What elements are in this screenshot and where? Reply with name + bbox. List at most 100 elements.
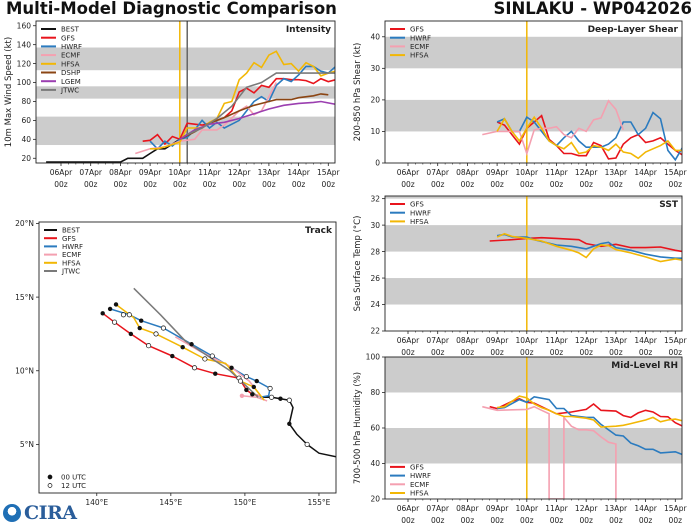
legend-label: HWRF [410, 34, 431, 42]
x-tick-label: 06Apr [50, 168, 73, 177]
y-tick-label: 100 [17, 78, 32, 87]
legend-label: HWRF [410, 472, 431, 480]
cira-logo: CIRA [3, 502, 77, 524]
panel-title: Track [305, 226, 333, 236]
x-tick-label: 12Apr [575, 168, 598, 177]
x-tick-label: 155°E [308, 498, 331, 507]
marker-00utc [239, 393, 245, 398]
series-gfs [142, 77, 335, 146]
marker-12utc [126, 312, 132, 318]
x-tick-label: 145°E [159, 498, 182, 507]
x-tick-label: 00z [54, 180, 68, 189]
series-jtwc [186, 72, 335, 136]
legend-label: ECMF [410, 481, 429, 489]
x-tick-label: 00z [322, 180, 336, 189]
marker-00utc [244, 387, 249, 393]
y-tick-label: 80 [370, 388, 380, 397]
x-tick-label: 00z [609, 180, 623, 189]
x-tick-label: 13Apr [605, 504, 628, 513]
plot-frame [384, 195, 683, 332]
x-tick-label: 00z [490, 516, 504, 525]
x-tick-label: 00z [203, 180, 217, 189]
x-tick-label: 00z [461, 348, 475, 357]
legend-label: HFSA [62, 259, 81, 267]
y-axis-label: 200-850 hPa Shear (kt) [353, 43, 363, 142]
x-tick-label: 00z [550, 180, 564, 189]
marker-12utc [146, 343, 152, 349]
y-tick-label: 40 [21, 135, 31, 144]
series-ecmf [482, 99, 625, 157]
shaded-band [385, 278, 682, 305]
x-tick-label: 00z [401, 180, 415, 189]
shaded-band [385, 428, 682, 464]
x-tick-label: 00z [579, 516, 593, 525]
x-tick-label: 00z [579, 180, 593, 189]
shear-chart: 06Apr 00z 07Apr 00z 08Apr 00z 09Apr 00z 10Apr 00z… [353, 20, 687, 189]
y-tick-label: 20°N [15, 219, 34, 228]
x-tick-label: 00z [401, 348, 415, 357]
x-tick-label: 10Apr [169, 168, 192, 177]
x-tick-label: 11Apr [545, 336, 568, 345]
marker-12utc [160, 325, 166, 331]
x-tick-label: 12Apr [575, 336, 598, 345]
plot-frame [384, 20, 683, 164]
x-tick-label: 09Apr [486, 168, 509, 177]
y-tick-label: 10 [370, 127, 380, 136]
marker-legend-label: 12 UTC [61, 482, 86, 490]
y-tick-label: 24 [370, 300, 380, 309]
y-tick-label: 40 [370, 32, 380, 41]
x-tick-label: 07Apr [426, 168, 449, 177]
marker-12utc [304, 441, 310, 447]
x-tick-label: 00z [431, 180, 445, 189]
marker-00utc [137, 325, 142, 331]
legend-label: ECMF [410, 43, 429, 51]
x-tick-label: 00z [262, 180, 276, 189]
x-tick-label: 15Apr [664, 504, 687, 513]
x-tick-label: 00z [143, 180, 157, 189]
x-tick-label: 00z [550, 348, 564, 357]
y-tick-label: 120 [17, 59, 32, 68]
x-tick-label: 00z [292, 180, 306, 189]
x-tick-label: 00z [490, 348, 504, 357]
x-tick-label: 00z [520, 180, 534, 189]
x-tick-label: 00z [669, 516, 683, 525]
track-hfsa [115, 303, 265, 401]
marker-00utc [189, 342, 194, 347]
y-tick-label: 40 [370, 459, 380, 468]
series-hfsa [496, 232, 682, 263]
legend-label: HFSA [410, 218, 429, 226]
series-ecmf [482, 405, 617, 499]
y-tick-label: 20 [370, 495, 380, 504]
legend-label: HFSA [61, 60, 80, 68]
y-tick-label: 80 [21, 97, 31, 106]
x-tick-label: 06Apr [397, 168, 420, 177]
shaded-band [385, 36, 682, 69]
legend-label: GFS [410, 26, 424, 34]
track-ecmf [174, 336, 268, 402]
marker-00utc [213, 371, 218, 376]
marker-legend-label: 00 UTC [61, 474, 86, 482]
x-tick-label: 11Apr [545, 504, 568, 513]
series-hfsa [497, 395, 682, 428]
x-tick-label: 00z [579, 348, 593, 357]
track-gfs [102, 312, 260, 397]
x-tick-label: 00z [232, 180, 246, 189]
x-tick-label: 09Apr [139, 168, 162, 177]
y-tick-label: 160 [17, 21, 32, 30]
track-chart: 140°E 145°E 150°E 155°E 5°N 10°N 15°N 20°N BESTG… [15, 219, 337, 507]
marker-12utc [153, 331, 159, 337]
marker-00utc [139, 318, 144, 323]
y-tick-label: 28 [370, 247, 380, 256]
sst-chart: 06Apr 00z 07Apr 00z 08Apr 00z 09Apr 00z 10Apr 00z… [353, 194, 687, 357]
marker-12utc [209, 353, 215, 359]
x-tick-label: 00z [639, 516, 653, 525]
x-tick-label: 09Apr [486, 504, 509, 513]
y-tick-label: 60 [370, 424, 380, 433]
plot-area [385, 196, 682, 331]
y-tick-label: 15°N [15, 293, 34, 302]
x-tick-label: 00z [520, 516, 534, 525]
legend-label: GFS [410, 201, 424, 209]
marker-12utc [269, 394, 275, 400]
x-tick-label: 12Apr [228, 168, 251, 177]
